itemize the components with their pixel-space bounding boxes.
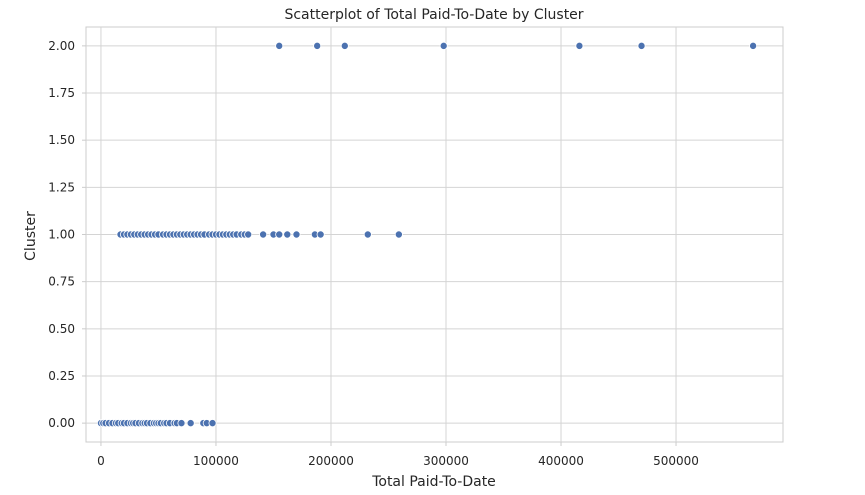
x-tick-label: 400000: [538, 454, 584, 468]
data-point-cluster-0: [177, 419, 186, 428]
data-point-cluster-1: [316, 230, 325, 239]
data-point-cluster-1: [259, 230, 268, 239]
y-tick-label: 1.25: [48, 180, 75, 194]
data-point-cluster-1: [363, 230, 372, 239]
data-point-cluster-2: [340, 41, 349, 50]
data-point-cluster-0: [186, 419, 195, 428]
data-point-cluster-2: [749, 41, 758, 50]
y-axis-label: Cluster: [23, 211, 39, 261]
x-tick-label: 0: [97, 454, 105, 468]
data-point-cluster-1: [394, 230, 403, 239]
data-point-cluster-2: [275, 41, 284, 50]
y-tick-label: 0.00: [48, 416, 75, 430]
data-point-cluster-0: [208, 419, 217, 428]
data-point-cluster-1: [244, 230, 253, 239]
x-tick-label: 500000: [653, 454, 699, 468]
y-tick-label: 0.25: [48, 369, 75, 383]
y-tick-label: 1.75: [48, 86, 75, 100]
data-point-cluster-2: [575, 41, 584, 50]
data-points: [96, 41, 758, 428]
data-point-cluster-1: [292, 230, 301, 239]
y-tick-label: 0.75: [48, 275, 75, 289]
y-tick-label: 2.00: [48, 39, 75, 53]
axis-ticks: 0 100000 200000 300000 400000 500000 0.00 0.25 0…: [48, 39, 699, 468]
data-point-cluster-2: [313, 41, 322, 50]
data-point-cluster-2: [439, 41, 448, 50]
data-point-cluster-2: [637, 41, 646, 50]
y-tick-label: 1.50: [48, 133, 75, 147]
data-point-cluster-1: [283, 230, 292, 239]
grid: [86, 27, 783, 442]
chart-title: Scatterplot of Total Paid-To-Date by Clu…: [284, 7, 583, 23]
x-axis-label: Total Paid-To-Date: [371, 474, 496, 490]
data-point-cluster-1: [275, 230, 284, 239]
x-tick-label: 300000: [423, 454, 469, 468]
y-tick-label: 0.50: [48, 322, 75, 336]
x-tick-label: 200000: [308, 454, 354, 468]
y-tick-label: 1.00: [48, 228, 75, 242]
x-tick-label: 100000: [193, 454, 239, 468]
